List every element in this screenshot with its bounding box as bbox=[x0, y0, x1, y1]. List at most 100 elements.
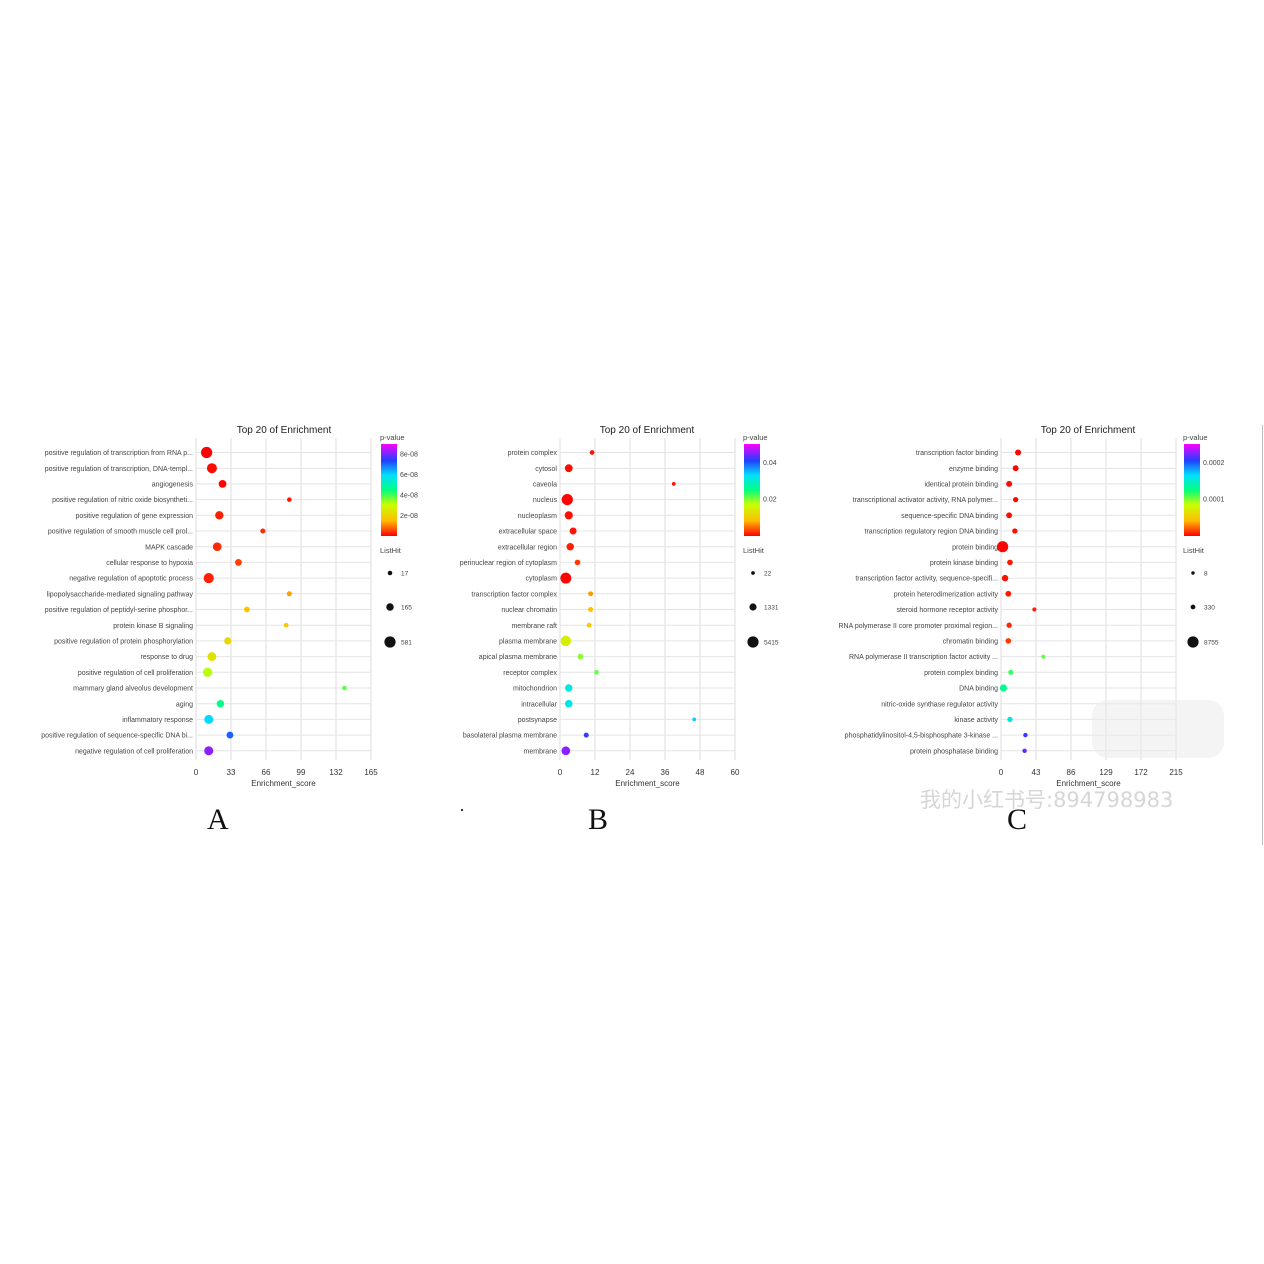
chart-1-point-17 bbox=[204, 714, 214, 724]
chart-1-point-18 bbox=[226, 731, 234, 739]
chart-3-term-label-3: transcriptional activator activity, RNA … bbox=[853, 497, 998, 504]
chart-2-term-label-17: postsynapse bbox=[518, 717, 557, 724]
chart-2-term-label-2: caveola bbox=[533, 482, 557, 489]
chart-1-size-legend-dot-0 bbox=[387, 570, 393, 576]
chart-1-x-axis-label: Enrichment_score bbox=[251, 779, 316, 788]
chart-3-point-11 bbox=[1006, 622, 1012, 628]
chart-3-point-6 bbox=[997, 541, 1009, 553]
chart-1-term-label-0: positive regulation of transcription fro… bbox=[45, 450, 193, 457]
chart-1-term-label-14: positive regulation of cell proliferatio… bbox=[78, 670, 193, 677]
chart-2-term-label-6: extracellular region bbox=[498, 544, 557, 551]
chart-3-term-label-11: RNA polymerase II core promoter proximal… bbox=[838, 623, 998, 630]
chart-3-point-19 bbox=[1022, 748, 1027, 754]
chart-2-colorbar bbox=[744, 444, 760, 536]
chart-3-size-legend-label-0: 8 bbox=[1204, 571, 1208, 578]
chart-3-point-15 bbox=[999, 684, 1008, 692]
chart-2-point-16 bbox=[564, 699, 573, 708]
chart-3-term-label-19: protein phosphatase binding bbox=[910, 748, 998, 755]
chart-2-point-6 bbox=[566, 542, 574, 551]
chart-2-point-19 bbox=[561, 746, 571, 756]
chart-2-colorbar-tick-1: 0.02 bbox=[763, 497, 777, 504]
chart-3-colorbar-tick-0: 0.0002 bbox=[1203, 460, 1225, 467]
chart-1-term-label-18: positive regulation of sequence-specific… bbox=[41, 733, 193, 740]
chart-1-term-label-17: inflammatory response bbox=[122, 717, 193, 724]
chart-2-point-2 bbox=[671, 482, 676, 486]
chart-2-term-label-9: transcription factor complex bbox=[471, 591, 557, 598]
chart-1-point-6 bbox=[212, 542, 222, 552]
chart-2-term-label-7: perinuclear region of cytoplasm bbox=[460, 560, 557, 567]
chart-1-term-label-13: response to drug bbox=[140, 654, 193, 661]
chart-2-size-legend-label-1: 1331 bbox=[764, 605, 779, 612]
chart-2-term-label-3: nucleus bbox=[533, 497, 558, 504]
chart-1-point-12 bbox=[224, 637, 232, 645]
chart-3-size-legend-label-2: 8755 bbox=[1204, 640, 1219, 647]
chart-1-point-9 bbox=[286, 591, 292, 597]
chart-1-colorbar-tick-0: 8e-08 bbox=[400, 452, 418, 459]
chart-1-point-5 bbox=[260, 528, 266, 534]
chart-2-point-4 bbox=[564, 511, 573, 520]
chart-1-point-1 bbox=[206, 463, 217, 474]
chart-2-x-axis-label: Enrichment_score bbox=[615, 779, 680, 788]
chart-2-point-5 bbox=[569, 527, 577, 535]
chart-1-term-label-19: negative regulation of cell proliferatio… bbox=[75, 748, 193, 755]
chart-3-term-label-9: protein heterodimerization activity bbox=[894, 591, 999, 598]
chart-2-plot-area bbox=[560, 438, 735, 760]
chart-1-term-label-6: MAPK cascade bbox=[145, 544, 193, 551]
chart-3-point-13 bbox=[1041, 654, 1046, 659]
chart-1-xtick-label-2: 66 bbox=[262, 768, 271, 777]
chart-1-point-0 bbox=[201, 446, 213, 459]
chart-2-xtick-label-4: 48 bbox=[696, 768, 705, 777]
chart-2-term-label-11: membrane raft bbox=[511, 623, 557, 630]
chart-2-xtick-label-2: 24 bbox=[626, 768, 635, 777]
chart-2-point-17 bbox=[692, 717, 697, 722]
chart-1-title: Top 20 of Enrichment bbox=[237, 425, 332, 436]
chart-2-size-legend-dot-1 bbox=[749, 603, 757, 611]
chart-2-point-9 bbox=[588, 591, 594, 597]
chart-3-point-10 bbox=[1032, 607, 1037, 612]
chart-2-point-12 bbox=[560, 635, 572, 647]
chart-2-size-legend-label-2: 5415 bbox=[764, 640, 779, 647]
chart-1-point-2 bbox=[218, 480, 227, 488]
chart-1-point-4 bbox=[215, 511, 224, 520]
stray-dot bbox=[461, 809, 463, 811]
chart-3-point-2 bbox=[1006, 480, 1013, 487]
chart-1-point-16 bbox=[216, 700, 225, 708]
chart-1-term-label-11: protein kinase B signaling bbox=[113, 623, 193, 630]
chart-2-term-label-16: intracellular bbox=[521, 701, 557, 708]
chart-2-term-label-19: membrane bbox=[524, 748, 558, 755]
chart-3-term-label-18: phosphatidylinositol-4,5-bisphosphate 3-… bbox=[845, 733, 998, 740]
chart-3-point-4 bbox=[1006, 512, 1013, 519]
chart-2-colorbar-tick-0: 0.04 bbox=[763, 460, 777, 467]
chart-2-point-11 bbox=[586, 622, 592, 628]
chart-2-term-label-0: protein complex bbox=[508, 450, 558, 457]
chart-2-point-10 bbox=[588, 606, 594, 613]
chart-2-point-1 bbox=[564, 464, 573, 473]
chart-3-point-8 bbox=[1001, 574, 1009, 582]
panel-label-b: B bbox=[588, 803, 609, 836]
chart-2-point-13 bbox=[577, 653, 584, 660]
chart-3-term-label-4: sequence-specific DNA binding bbox=[901, 513, 998, 520]
chart-1-term-label-16: aging bbox=[176, 701, 193, 708]
chart-1-point-8 bbox=[203, 573, 214, 584]
chart-2-size-legend-label-0: 22 bbox=[764, 571, 772, 578]
chart-2-xtick-label-3: 36 bbox=[661, 768, 670, 777]
chart-2-color-legend-title: p-value bbox=[743, 433, 768, 442]
chart-1-size-legend-dot-1 bbox=[386, 603, 394, 611]
chart-1-point-13 bbox=[207, 652, 217, 662]
chart-1-term-label-1: positive regulation of transcription, DN… bbox=[45, 466, 193, 473]
chart-1-xtick-label-1: 33 bbox=[227, 768, 236, 777]
chart-1-term-label-15: mammary gland alveolus development bbox=[73, 686, 193, 693]
chart-1-term-label-8: negative regulation of apoptotic process bbox=[69, 576, 193, 583]
chart-1-term-label-12: positive regulation of protein phosphory… bbox=[54, 639, 193, 646]
chart-3-term-label-1: enzyme binding bbox=[949, 466, 998, 473]
chart-1-term-label-9: lipopolysaccharide-mediated signaling pa… bbox=[47, 591, 194, 598]
chart-3-colorbar bbox=[1184, 444, 1200, 536]
chart-2-point-3 bbox=[561, 494, 573, 506]
chart-1-plot-area bbox=[196, 438, 371, 760]
chart-3-xtick-label-2: 86 bbox=[1067, 768, 1076, 777]
chart-1-point-3 bbox=[287, 497, 292, 502]
chart-3-term-label-12: chromatin binding bbox=[943, 639, 998, 646]
chart-2-term-label-4: nucleoplasm bbox=[518, 513, 557, 520]
chart-3-point-9 bbox=[1005, 590, 1012, 597]
